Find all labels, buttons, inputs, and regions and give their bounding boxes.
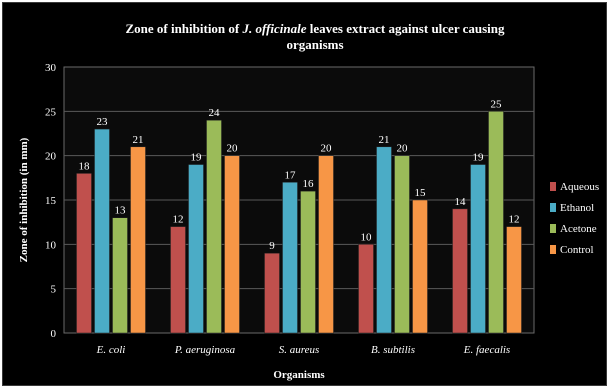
bar [488, 111, 504, 334]
bar [412, 199, 428, 334]
legend-entry: Control [560, 244, 594, 256]
x-tick-label: B. subtilis [371, 344, 415, 356]
bar [394, 155, 410, 334]
y-tick-label: 10 [45, 239, 57, 251]
data-label: 15 [415, 187, 427, 199]
bar [264, 252, 280, 334]
data-label: 17 [285, 169, 297, 181]
legend-entry: Acetone [560, 223, 597, 235]
bar-series [76, 111, 522, 334]
legend-swatch [550, 203, 556, 212]
x-tick-label: S. aureus [279, 344, 320, 356]
y-tick-label: 30 [45, 62, 57, 74]
bar [206, 119, 222, 334]
bar [76, 173, 92, 334]
bar [470, 164, 486, 334]
chart-title-line2: organisms [286, 37, 343, 52]
y-axis-label: Zone of inhibition (in mm) [18, 137, 30, 262]
legend-swatch [550, 224, 556, 233]
legend-swatch [550, 182, 556, 191]
data-label: 16 [303, 178, 315, 190]
data-label: 13 [115, 205, 127, 217]
data-label: 20 [397, 143, 409, 155]
bar-chart: Zone of inhibition of J. officinale leav… [18, 21, 599, 381]
x-tick-label: E. faecalis [463, 344, 510, 356]
bar [112, 217, 128, 334]
data-label: 10 [361, 231, 373, 243]
y-tick-label: 25 [45, 106, 57, 118]
data-label: 20 [321, 143, 333, 155]
x-axis-ticks: E. coli P. aeruginosa S. aureus B. subtilis… [96, 344, 511, 356]
data-label: 23 [97, 116, 109, 128]
data-label: 12 [509, 214, 520, 226]
x-tick-label: E. coli [96, 344, 126, 356]
bar [94, 128, 110, 334]
data-labels: 18 23 13 21 12 19 24 20 9 17 16 20 10 21 20 15 14 19 25 12 [79, 98, 520, 252]
x-axis-label: Organisms [273, 369, 325, 381]
bar [224, 155, 240, 334]
data-label: 24 [209, 107, 221, 119]
bar [170, 226, 186, 334]
y-tick-label: 20 [45, 151, 57, 163]
data-label: 21 [133, 134, 144, 146]
x-tick-label: P. aeruginosa [174, 344, 236, 356]
bar [188, 164, 204, 334]
y-tick-label: 5 [51, 284, 57, 296]
data-label: 25 [491, 98, 503, 110]
bar [318, 155, 334, 334]
bar [130, 146, 146, 334]
legend: Aqueous Ethanol Acetone Control [550, 181, 599, 256]
chart-frame: Zone of inhibition of J. officinale leav… [2, 2, 607, 386]
data-label: 9 [269, 240, 275, 252]
y-tick-label: 0 [51, 328, 57, 340]
data-label: 19 [473, 152, 485, 164]
data-label: 21 [379, 134, 390, 146]
bar [506, 226, 522, 334]
bar [452, 208, 468, 334]
y-tick-label: 15 [45, 195, 57, 207]
legend-entry: Aqueous [560, 181, 599, 193]
data-label: 14 [455, 196, 467, 208]
y-axis-ticks: 0 5 10 15 20 25 30 [45, 62, 57, 340]
bar [376, 146, 392, 334]
data-label: 12 [173, 214, 184, 226]
chart-title: Zone of inhibition of J. officinale leav… [125, 21, 505, 36]
data-label: 18 [79, 160, 91, 172]
data-label: 19 [191, 152, 203, 164]
legend-swatch [550, 245, 556, 254]
legend-entry: Ethanol [560, 202, 594, 214]
bar [282, 182, 298, 334]
data-label: 20 [227, 143, 239, 155]
bar [300, 190, 316, 334]
bar [358, 244, 374, 334]
